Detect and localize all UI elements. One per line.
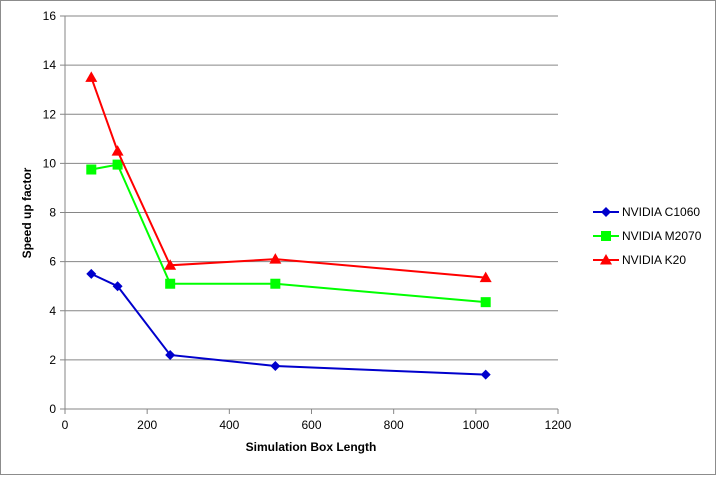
y-tick-label: 14 [43,58,57,72]
legend-marker [601,207,611,217]
legend-label: NVIDIA K20 [622,253,686,267]
x-tick-label: 600 [301,418,321,432]
y-axis-title: Speed up factor [20,167,34,258]
legend-label: NVIDIA M2070 [622,229,702,243]
data-point [480,297,491,308]
data-point [165,349,176,360]
data-point [270,361,281,372]
legend-marker [601,231,611,241]
data-point [479,271,492,283]
legend-label: NVIDIA C1060 [622,205,700,219]
x-tick-label: 400 [219,418,239,432]
y-tick-label: 4 [49,304,56,318]
y-tick-label: 10 [43,156,57,170]
data-point [111,145,124,156]
grid-lines [65,15,558,361]
x-tick-label: 200 [137,418,157,432]
y-tick-label: 6 [49,255,56,269]
y-tick-label: 0 [49,402,56,416]
y-tick-label: 16 [43,9,57,23]
y-tick-label: 8 [49,206,56,220]
x-tick-label: 1000 [462,418,489,432]
data-point [480,369,491,380]
data-point [269,253,282,264]
data-point [270,278,281,289]
x-axis-title: Simulation Box Length [246,440,377,454]
legend-marker [600,254,612,265]
data-point [164,259,177,270]
y-tick-label: 12 [43,107,57,121]
data-point [86,164,97,175]
x-tick-label: 0 [62,418,69,432]
data-point [112,159,123,170]
data-point [85,71,98,82]
x-tick-label: 800 [384,418,404,432]
legend: NVIDIA C1060 NVIDIA M2070 NVIDIA K20 [593,205,702,267]
data-point [86,268,97,279]
x-tick-label: 1200 [545,418,572,432]
data-point [165,278,176,289]
y-tick-label: 2 [49,353,56,367]
axes: 0 2 4 6 8 10 12 14 16 0 200 400 600 800 1000 1200 [43,9,572,432]
data-point [112,281,123,292]
series-line-2 [90,77,486,279]
series-line-1 [91,163,486,304]
series-group [85,71,492,380]
